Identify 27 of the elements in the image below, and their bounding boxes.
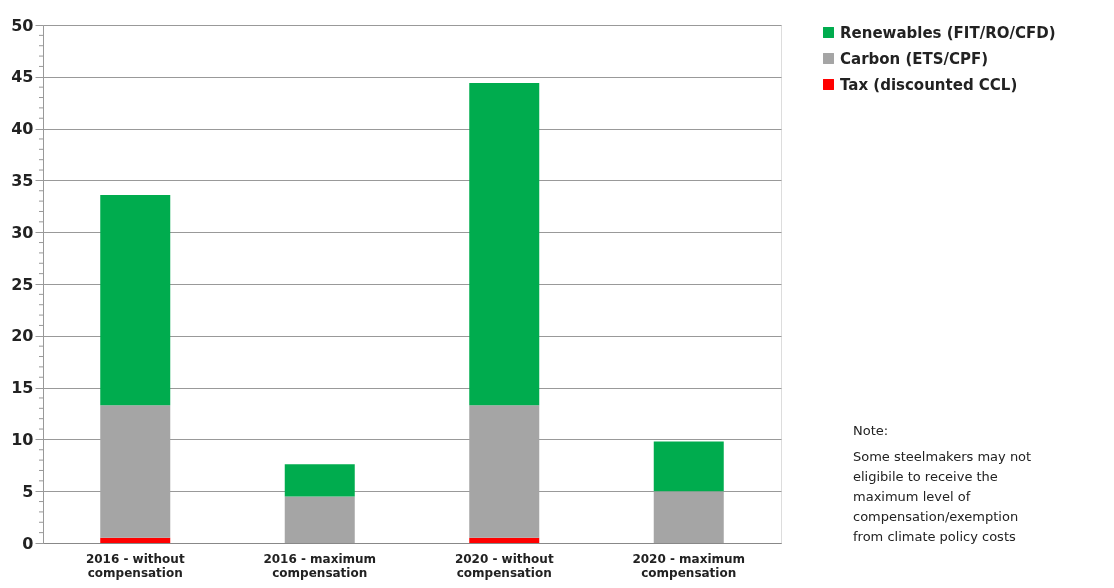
y-tick-label: 0 [22, 533, 34, 553]
text: Note: [853, 423, 889, 438]
y-tick-label: 15 [11, 378, 34, 398]
x-tick-label: 2016 - maximum compensation [263, 551, 377, 580]
bar [469, 83, 540, 406]
text: Some steelmakers may not eligibile to receive the maximum level of compensation/exemption from climate policy costs [853, 449, 1032, 544]
x-tick-label: 2016 - without compensation [85, 551, 185, 580]
y-tick-label: 45 [11, 67, 34, 87]
x-tick-label: 2020 - without compensation [454, 551, 554, 580]
y-tick-label: 25 [11, 274, 34, 294]
bar [284, 464, 355, 497]
y-tick-label: 10 [11, 429, 34, 449]
x-tick-label: 2020 - maximum compensation [632, 551, 746, 580]
y-tick-label: 35 [11, 170, 34, 190]
legend-label: Carbon (ETS/CPF) [840, 49, 989, 68]
bar [653, 441, 724, 492]
legend-label: Tax (discounted CCL) [840, 75, 1018, 94]
y-tick-label: 5 [22, 481, 34, 501]
bar [100, 537, 171, 543]
y-tick-label: 50 [11, 15, 34, 35]
y-tick-label: 20 [11, 326, 34, 346]
bar [469, 537, 540, 543]
bar [284, 496, 355, 543]
y-tick-label: 30 [11, 222, 34, 242]
legend-label: Renewables (FIT/RO/CFD) [840, 23, 1056, 42]
y-tick-label: 40 [11, 119, 34, 139]
bar [100, 194, 171, 406]
